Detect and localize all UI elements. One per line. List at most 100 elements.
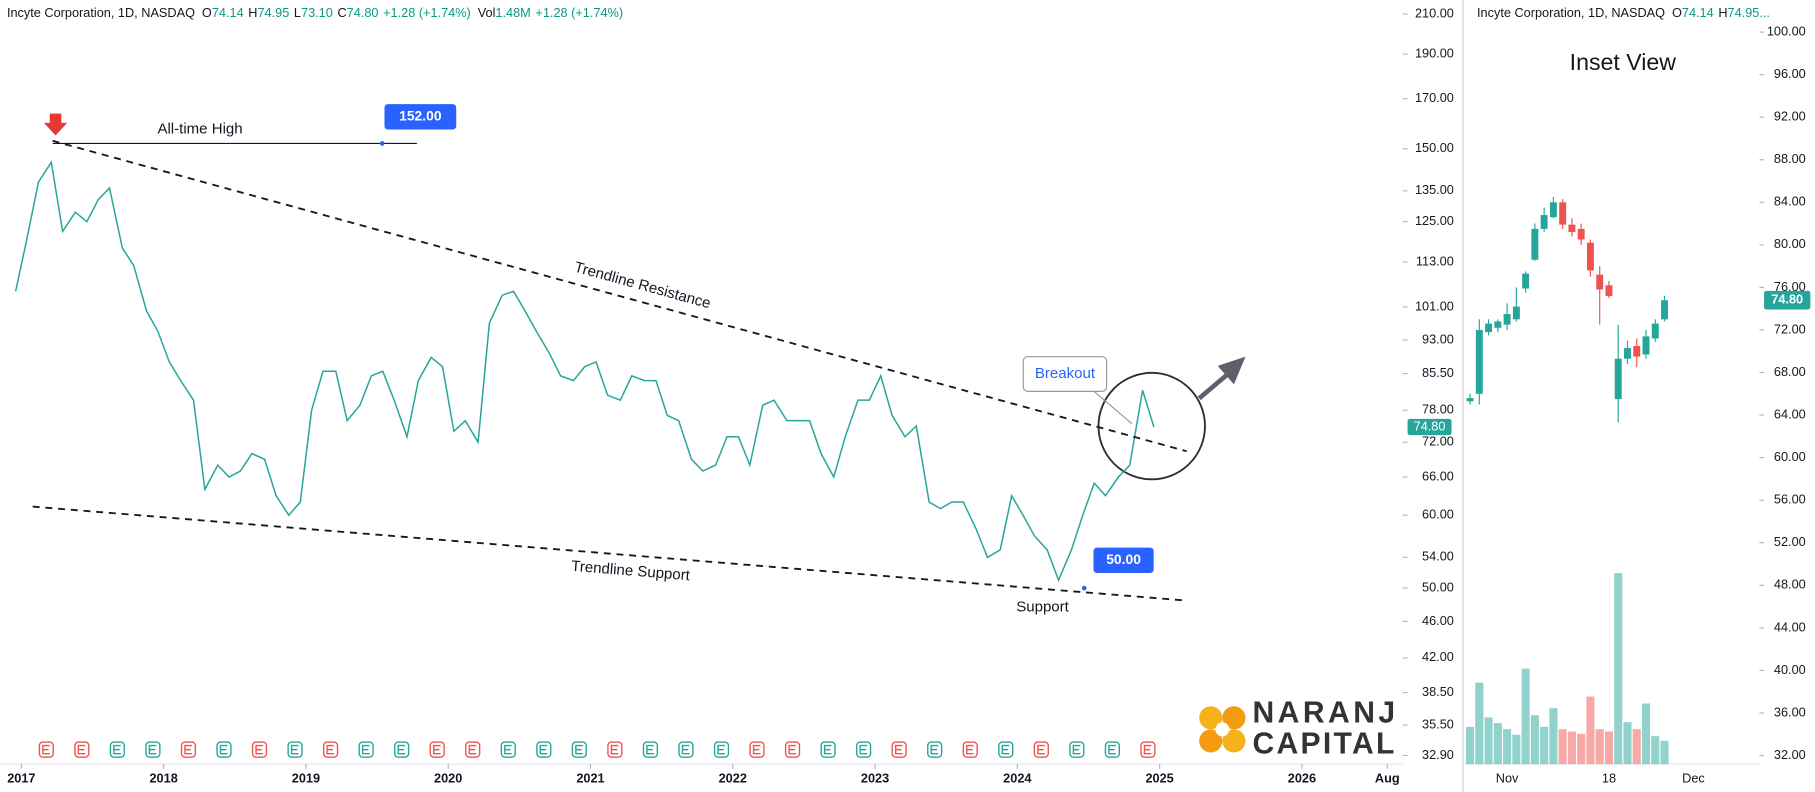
earnings-glyph xyxy=(788,744,797,755)
ohlc-key: H xyxy=(248,5,257,20)
candle-body xyxy=(1568,224,1576,233)
candle-body xyxy=(1577,228,1585,240)
ohlc-value: 74.95... xyxy=(1728,5,1770,20)
ath-text: All-time High xyxy=(157,121,242,138)
earnings-glyph xyxy=(148,744,157,755)
candle-body xyxy=(1531,228,1539,260)
x-tick-label: Nov xyxy=(1496,771,1519,786)
volume-bar xyxy=(1660,740,1669,765)
header: Incyte Corporation, 1D, NASDAQ O74.14 H74.… xyxy=(7,5,623,20)
breakout-box xyxy=(1022,356,1108,392)
symbol: Incyte Corporation, 1D, NASDAQ xyxy=(1477,5,1665,20)
y-tick-label: 135.00 xyxy=(1415,182,1454,197)
volume-bar xyxy=(1604,731,1614,765)
y-tick-label: 88.00 xyxy=(1774,151,1806,166)
logo-line2: CAPITAL xyxy=(1252,728,1396,761)
price-line xyxy=(14,160,1155,583)
ohlc-value: 74.14 xyxy=(212,5,244,20)
change: +1.28 (+1.74%) xyxy=(383,5,471,20)
volume-bar xyxy=(1614,573,1623,765)
candle-body xyxy=(1485,323,1493,333)
y-tick-label: 92.00 xyxy=(1774,109,1806,124)
candle-body xyxy=(1642,336,1650,355)
earnings-glyph xyxy=(433,744,441,755)
earnings-glyph xyxy=(966,744,974,755)
y-tick-label: 38.50 xyxy=(1422,684,1454,699)
breakout-arrow-head xyxy=(1217,356,1246,385)
earnings-glyph xyxy=(42,744,50,755)
y-tick-label: 96.00 xyxy=(1774,66,1806,81)
earnings-glyph xyxy=(575,744,583,755)
earnings-glyph xyxy=(361,744,370,755)
candle-body xyxy=(1549,202,1557,218)
candle-body xyxy=(1512,306,1520,320)
y-tick-label: 72.00 xyxy=(1774,321,1806,336)
ohlc-value: 74.14 xyxy=(1682,5,1714,20)
y-tick-label: 68.00 xyxy=(1774,364,1806,379)
ohlc-key: O xyxy=(1672,5,1682,20)
y-tick-label: 56.00 xyxy=(1774,492,1806,507)
support-dot xyxy=(1081,585,1087,591)
volume-bar xyxy=(1493,723,1502,765)
y-tick-label: 60.00 xyxy=(1774,449,1806,464)
volume-bar xyxy=(1632,729,1641,765)
candle-body xyxy=(1633,345,1641,357)
earnings-glyph xyxy=(184,744,192,755)
last-price-label: 74.80 xyxy=(1414,418,1446,433)
earnings-glyph xyxy=(539,744,548,755)
y-tick-label: 42.00 xyxy=(1422,649,1454,664)
y-tick-label: 170.00 xyxy=(1415,90,1454,105)
earnings-glyph xyxy=(646,744,654,755)
x-tick-label: 2025 xyxy=(1145,771,1173,786)
y-tick-label: 60.00 xyxy=(1422,507,1454,522)
earnings-glyph xyxy=(113,744,121,755)
ohlc-key: H xyxy=(1718,5,1727,20)
volume-change: +1.28 (+1.74%) xyxy=(535,5,623,20)
last-price-label: 74.80 xyxy=(1771,292,1803,307)
earnings-glyph xyxy=(610,744,619,755)
volume-bar xyxy=(1466,726,1475,765)
volume-bar xyxy=(1475,682,1484,765)
candle-body xyxy=(1475,329,1483,394)
candle-body xyxy=(1494,321,1502,328)
volume-bar xyxy=(1623,722,1632,765)
volume-bar xyxy=(1503,729,1512,765)
volume-bar xyxy=(1549,708,1558,765)
ath-label: 152.00 xyxy=(399,107,442,123)
earnings-glyph xyxy=(290,744,299,755)
ohlc-value: 73.10 xyxy=(301,5,333,20)
earnings-glyph xyxy=(930,744,939,755)
y-tick-label: 66.00 xyxy=(1422,468,1454,483)
volume-bar xyxy=(1641,703,1651,765)
volume-value: 1.48M xyxy=(495,5,530,20)
candle-body xyxy=(1559,202,1567,225)
earnings-glyph xyxy=(681,744,690,755)
ohlc-key: L xyxy=(294,5,301,20)
ohlc-value: 74.80 xyxy=(347,5,379,20)
ath-arrow xyxy=(43,113,68,136)
earnings-glyph xyxy=(823,744,832,755)
x-tick-label: 2022 xyxy=(719,771,747,786)
y-tick-label: 100.00 xyxy=(1767,23,1806,38)
earnings-glyph xyxy=(1001,744,1010,755)
earnings-glyph xyxy=(77,744,86,755)
earnings-glyph xyxy=(326,744,335,755)
volume-bar xyxy=(1577,733,1586,765)
y-tick-label: 72.00 xyxy=(1422,434,1454,449)
volume-bar xyxy=(1540,726,1549,765)
candle-body xyxy=(1614,358,1622,400)
y-tick-label: 36.00 xyxy=(1774,704,1806,719)
candle-body xyxy=(1466,398,1474,402)
y-tick-label: 113.00 xyxy=(1416,253,1454,268)
x-tick-label: 18 xyxy=(1602,771,1616,786)
y-tick-label: 32.00 xyxy=(1774,747,1806,762)
breakout-arrow xyxy=(1197,371,1231,401)
volume-bar xyxy=(1484,717,1493,765)
earnings-glyph xyxy=(255,744,263,755)
ath-label-box xyxy=(384,104,457,130)
y-tick-label: 40.00 xyxy=(1774,662,1806,677)
y-tick-label: 52.00 xyxy=(1774,534,1806,549)
